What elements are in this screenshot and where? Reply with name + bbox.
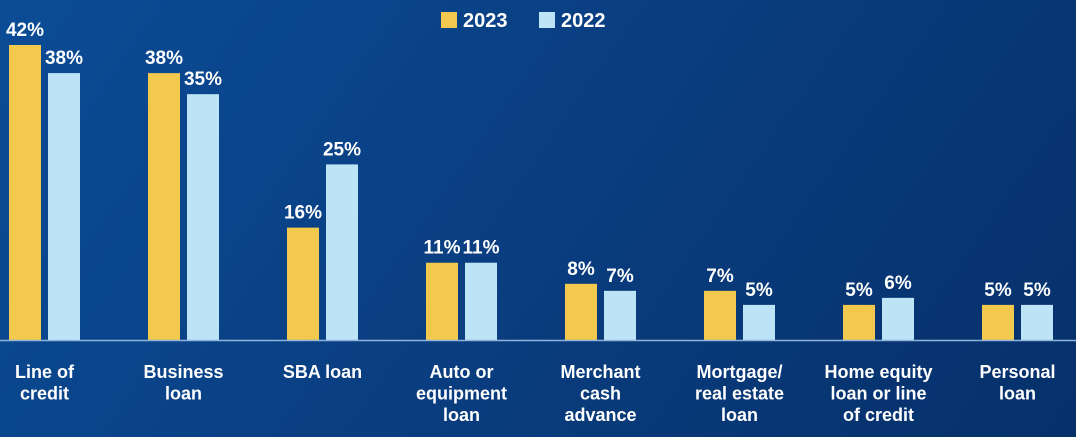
bar-2023-4 (565, 283, 597, 340)
value-label-2023-1: 38% (145, 48, 183, 69)
value-label-2022-0: 38% (45, 48, 83, 69)
bar-2023-5 (704, 290, 736, 340)
bar-2022-1 (187, 94, 219, 341)
category-label-3: Auto or equipment loan (416, 362, 507, 425)
category-labels: Line of credit Business loan SBA loan Auto or… (15, 362, 1056, 425)
legend-label-2023: 2023 (463, 10, 508, 32)
legend-swatch-2022 (539, 12, 555, 28)
value-label-2022-1: 35% (184, 69, 222, 90)
bars (9, 45, 1053, 341)
category-label-2: SBA loan (283, 362, 362, 382)
value-label-2023-0: 42% (6, 20, 44, 41)
value-label-2023-6: 5% (845, 280, 873, 301)
value-labels: 42%38% 38%35%16%25%11% 11%8% 7% 7%5% 5% 6% 5% 5% (6, 20, 1051, 301)
category-label-5: Mortgage/real estate loan (695, 362, 784, 425)
bar-2022-4 (604, 290, 636, 340)
legend-label-2022: 2022 (561, 10, 606, 32)
bar-2022-3 (465, 262, 497, 340)
bar-2022-6 (882, 297, 914, 340)
value-label-2022-3: 11% (463, 238, 500, 259)
bar-2023-2 (287, 227, 319, 340)
bar-2023-1 (148, 73, 180, 340)
value-label-2022-2: 25% (323, 139, 361, 160)
bar-2022-7 (1021, 304, 1053, 340)
value-label-2022-4: 7% (606, 266, 634, 287)
category-label-6: Home equity loan or line of credit (824, 362, 932, 425)
category-label-7: Personal loan (979, 362, 1055, 404)
value-label-2022-7: 5% (1023, 280, 1051, 301)
value-label-2023-5: 7% (706, 266, 734, 287)
category-label-0: Line of credit (15, 362, 75, 404)
value-label-2023-4: 8% (567, 259, 595, 280)
value-label-2022-5: 5% (745, 280, 773, 301)
legend: 2023 2022 (441, 10, 606, 32)
value-label-2023-2: 16% (284, 203, 322, 224)
bar-2023-6 (843, 304, 875, 340)
value-label-2023-3: 11% (424, 238, 461, 259)
bar-2022-2 (326, 164, 358, 340)
value-label-2023-7: 5% (984, 280, 1012, 301)
bar-2022-0 (48, 73, 80, 340)
category-label-1: Business loan (143, 362, 223, 404)
category-label-4: Merchant cash advance (560, 362, 640, 425)
bar-2023-0 (9, 45, 41, 340)
bar-2023-7 (982, 304, 1014, 340)
value-label-2022-6: 6% (884, 273, 912, 294)
legend-swatch-2023 (441, 12, 457, 28)
bar-2023-3 (426, 262, 458, 340)
bar-2022-5 (743, 304, 775, 340)
